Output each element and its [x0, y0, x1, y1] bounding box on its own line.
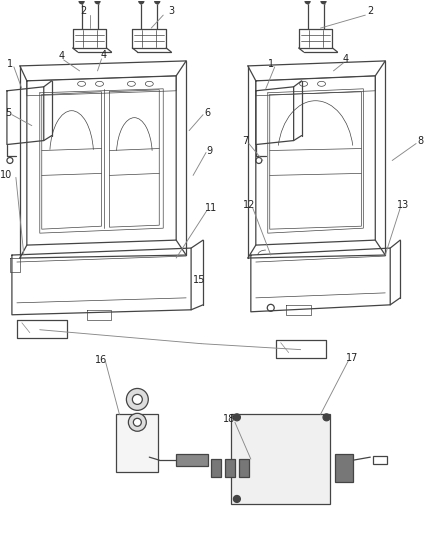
Circle shape [95, 0, 100, 4]
Text: 7: 7 [242, 135, 248, 146]
Text: 8: 8 [417, 135, 423, 146]
Circle shape [139, 0, 144, 4]
Bar [231, 414, 331, 504]
Text: 4: 4 [59, 51, 65, 61]
Circle shape [233, 496, 240, 503]
Text: 11: 11 [205, 203, 217, 213]
Bar [373, 456, 387, 464]
Text: 1: 1 [7, 59, 13, 69]
Text: 9: 9 [206, 146, 212, 156]
Circle shape [133, 418, 141, 426]
Circle shape [323, 414, 330, 421]
Circle shape [155, 0, 160, 4]
Circle shape [305, 0, 310, 4]
Bar [336, 454, 353, 482]
Text: 2: 2 [367, 6, 374, 16]
Text: 1: 1 [268, 59, 274, 69]
Text: 17: 17 [346, 353, 359, 362]
Text: 4: 4 [100, 50, 106, 60]
Text: 5: 5 [5, 108, 11, 118]
Bar [225, 459, 235, 477]
Text: 6: 6 [204, 108, 210, 118]
Circle shape [128, 414, 146, 431]
Text: 15: 15 [193, 275, 205, 285]
Text: 12: 12 [243, 200, 255, 211]
Circle shape [233, 414, 240, 421]
Circle shape [127, 389, 148, 410]
Bar [211, 459, 221, 477]
Bar [176, 454, 208, 466]
Circle shape [321, 0, 326, 4]
Bar [117, 414, 158, 472]
Circle shape [79, 0, 84, 4]
Text: 13: 13 [397, 200, 409, 211]
Bar [239, 459, 249, 477]
Text: 10: 10 [0, 171, 12, 180]
Text: 2: 2 [81, 6, 87, 16]
Text: 18: 18 [223, 414, 235, 424]
Text: 3: 3 [168, 6, 174, 16]
Text: 4: 4 [343, 54, 349, 64]
Text: 16: 16 [95, 354, 108, 365]
Circle shape [132, 394, 142, 405]
